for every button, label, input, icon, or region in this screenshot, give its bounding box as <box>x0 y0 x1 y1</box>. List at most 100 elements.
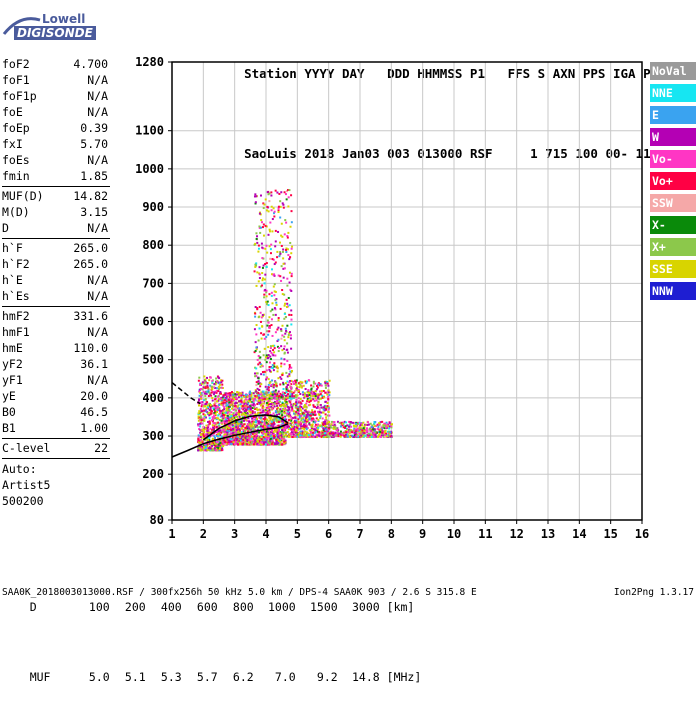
echo-point <box>235 408 238 411</box>
echo-point <box>259 404 262 407</box>
echo-point <box>286 302 289 305</box>
echo-point <box>324 435 327 438</box>
echo-point <box>296 414 299 417</box>
echo-point <box>360 424 363 427</box>
echo-point <box>254 407 257 410</box>
echo-point <box>286 284 289 287</box>
echo-point <box>300 419 303 422</box>
echo-point <box>253 426 256 429</box>
parameter-row: foE N/A <box>2 104 110 120</box>
echo-point <box>302 426 305 429</box>
echo-point <box>259 435 262 438</box>
echo-point <box>212 422 215 425</box>
echo-point <box>200 394 203 397</box>
echo-point <box>283 335 286 338</box>
echo-point <box>219 434 222 437</box>
echo-point <box>220 436 223 439</box>
parameter-separator <box>2 186 110 187</box>
echo-point <box>202 386 205 389</box>
echo-point <box>354 425 357 428</box>
echo-point <box>322 421 325 424</box>
distance-cell: 100 <box>88 600 110 614</box>
echo-point <box>326 414 329 417</box>
echo-point <box>379 428 382 431</box>
echo-point <box>223 422 226 425</box>
echo-point <box>283 312 286 315</box>
echo-point <box>209 393 212 396</box>
echo-point <box>326 393 329 396</box>
echo-point <box>200 392 203 395</box>
echo-point <box>324 413 327 416</box>
echo-point <box>200 388 203 391</box>
echo-point <box>260 416 263 419</box>
echo-point <box>272 369 275 372</box>
echo-point <box>255 390 258 393</box>
logo-swoosh-icon <box>2 17 41 35</box>
echo-point <box>281 293 284 296</box>
echo-point <box>322 411 325 414</box>
echo-point <box>225 442 228 445</box>
echo-point <box>254 397 257 400</box>
echo-point <box>384 435 387 438</box>
echo-point <box>241 435 244 438</box>
echo-point <box>258 421 261 424</box>
y-tick-label: 600 <box>142 315 164 329</box>
echo-point <box>202 447 205 450</box>
echo-point <box>279 440 282 443</box>
echo-point <box>237 412 240 415</box>
echo-point <box>261 284 264 287</box>
echo-point <box>388 425 391 428</box>
echo-point <box>291 417 294 420</box>
echo-point <box>219 383 222 386</box>
muf-cell: 6.2 <box>232 670 254 684</box>
echo-point <box>324 429 327 432</box>
echo-point <box>267 429 270 432</box>
echo-point <box>249 396 252 399</box>
echo-point <box>304 430 307 433</box>
echo-point <box>199 434 202 437</box>
echo-point <box>267 356 270 359</box>
echo-point <box>286 396 289 399</box>
echo-point <box>265 393 268 396</box>
echo-point <box>213 416 216 419</box>
echo-point <box>256 426 259 429</box>
echo-point <box>288 332 291 335</box>
echo-point <box>309 390 312 393</box>
echo-point <box>260 364 263 367</box>
echo-point <box>222 416 225 419</box>
echo-point <box>279 252 282 255</box>
echo-point <box>268 192 271 195</box>
echo-point <box>274 442 277 445</box>
echo-point <box>321 421 324 424</box>
echo-point <box>220 415 223 418</box>
echo-point <box>318 404 321 407</box>
echo-point <box>359 431 362 434</box>
echo-point <box>230 403 233 406</box>
echo-point <box>221 447 224 450</box>
echo-point <box>254 242 257 245</box>
echo-point <box>290 366 293 369</box>
echo-point <box>250 393 253 396</box>
echo-point <box>317 401 320 404</box>
echo-points <box>197 189 393 452</box>
parameter-separator <box>2 238 110 239</box>
echo-point <box>322 408 325 411</box>
logo-line2: DIGISONDE <box>14 26 96 40</box>
echo-point <box>214 386 217 389</box>
echo-point <box>262 405 265 408</box>
echo-point <box>264 273 267 276</box>
echo-point <box>250 427 253 430</box>
echo-point <box>308 414 311 417</box>
echo-point <box>282 407 285 410</box>
echo-point <box>304 425 307 428</box>
echo-point <box>246 406 249 409</box>
echo-point <box>238 400 241 403</box>
echo-point <box>283 233 286 236</box>
echo-point <box>197 412 200 415</box>
echo-point <box>266 376 269 379</box>
echo-point <box>300 422 303 425</box>
echo-point <box>380 427 383 430</box>
echo-point <box>211 380 214 383</box>
echo-point <box>250 437 253 440</box>
echo-point <box>299 384 302 387</box>
